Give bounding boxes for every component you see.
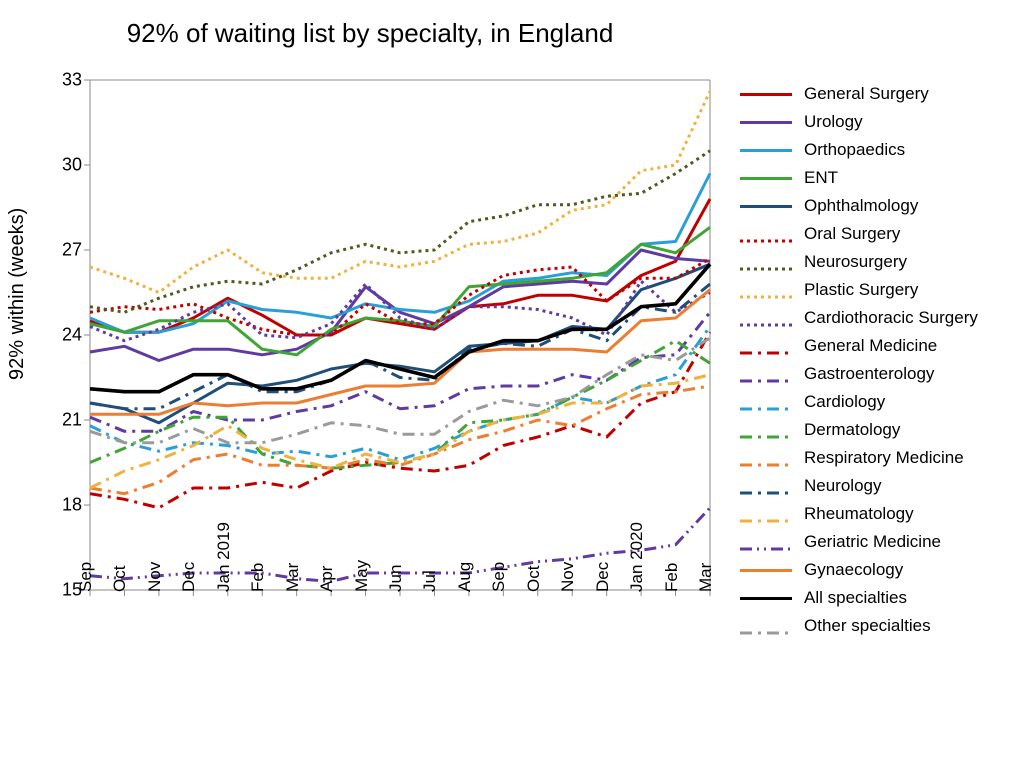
legend-swatch [740,623,792,629]
series-line [90,327,710,460]
legend-label: Respiratory Medicine [804,448,964,468]
x-tick-label: Oct [524,566,544,592]
legend-swatch [740,93,792,96]
legend-label: Rheumatology [804,504,914,524]
legend-item: Plastic Surgery [740,276,1020,304]
legend-label: Neurosurgery [804,252,907,272]
legend-swatch [740,427,792,433]
legend-item: Gastroenterology [740,360,1020,388]
legend-swatch [740,597,792,600]
legend-label: All specialties [804,588,907,608]
legend-swatch [740,483,792,489]
legend-label: Oral Surgery [804,224,900,244]
legend-label: Dermatology [804,420,900,440]
x-tick-label: Dec [593,562,613,592]
legend-item: Respiratory Medicine [740,444,1020,472]
series-line [90,227,710,354]
legend-label: Ophthalmology [804,196,918,216]
series-line [90,264,710,392]
legend-item: Other specialties [740,612,1020,640]
legend-label: Gastroenterology [804,364,934,384]
legend-swatch [740,539,792,545]
chart-container: 92% of waiting list by specialty, in Eng… [0,0,1024,774]
legend-label: Gynaecology [804,560,903,580]
x-tick-label: Oct [110,566,130,592]
x-tick-label: Feb [248,563,268,592]
legend-label: Cardiology [804,392,885,412]
x-tick-label: Aug [455,562,475,592]
legend-swatch [740,287,792,293]
x-tick-label: Jul [420,570,440,592]
legend-label: Urology [804,112,863,132]
x-tick-label: Apr [317,566,337,592]
legend-swatch [740,205,792,208]
legend-item: ENT [740,164,1020,192]
y-tick-label: 18 [42,495,82,516]
legend-swatch [740,343,792,349]
legend-swatch [740,231,792,237]
series-line [90,386,710,494]
y-tick-label: 24 [42,325,82,346]
legend-item: All specialties [740,584,1020,612]
legend-swatch [740,177,792,180]
legend-item: Gynaecology [740,556,1020,584]
y-tick-label: 21 [42,410,82,431]
x-tick-label: Jan 2020 [627,522,647,592]
legend-item: Dermatology [740,416,1020,444]
x-tick-label: Sep [489,562,509,592]
series-line [90,284,710,409]
y-axis-label: 92% within (weeks) [6,208,29,380]
legend-swatch [740,371,792,377]
series-line [90,151,710,312]
legend-label: Cardiothoracic Surgery [804,308,978,328]
legend-label: Plastic Surgery [804,280,918,300]
legend-label: Geriatric Medicine [804,532,941,552]
x-tick-label: May [352,560,372,592]
legend-item: Orthopaedics [740,136,1020,164]
legend-item: Neurology [740,472,1020,500]
legend-item: Ophthalmology [740,192,1020,220]
legend-label: General Medicine [804,336,937,356]
y-tick-label: 27 [42,240,82,261]
legend-item: General Surgery [740,80,1020,108]
x-tick-label: Mar [283,563,303,592]
legend-swatch [740,511,792,517]
plot-area: 15182124273033 SepOctNovDecJan 2019FebMa… [90,80,710,590]
legend-item: Oral Surgery [740,220,1020,248]
legend-swatch [740,259,792,265]
series-line [90,375,710,488]
legend-item: General Medicine [740,332,1020,360]
legend-swatch [740,121,792,124]
x-tick-label: Jan 2019 [214,522,234,592]
y-tick-label: 30 [42,155,82,176]
plot-svg [90,80,710,590]
legend-label: Orthopaedics [804,140,905,160]
x-tick-label: Dec [179,562,199,592]
series-line [90,332,710,508]
legend: General Surgery Urology Orthopaedics ENT Oph… [740,80,1020,640]
x-tick-label: Jun [386,565,406,592]
legend-label: Neurology [804,476,882,496]
legend-swatch [740,315,792,321]
x-tick-label: Nov [558,562,578,592]
legend-item: Urology [740,108,1020,136]
legend-swatch [740,149,792,152]
x-tick-label: Sep [76,562,96,592]
legend-item: Cardiology [740,388,1020,416]
chart-title: 92% of waiting list by specialty, in Eng… [0,18,740,49]
y-tick-label: 33 [42,70,82,91]
legend-label: General Surgery [804,84,929,104]
x-tick-label: Nov [145,562,165,592]
legend-swatch [740,399,792,405]
legend-item: Rheumatology [740,500,1020,528]
x-tick-label: Feb [662,563,682,592]
legend-swatch [740,455,792,461]
legend-swatch [740,569,792,572]
legend-label: Other specialties [804,616,931,636]
legend-label: ENT [804,168,838,188]
x-tick-label: Mar [696,563,716,592]
legend-item: Neurosurgery [740,248,1020,276]
legend-item: Geriatric Medicine [740,528,1020,556]
legend-item: Cardiothoracic Surgery [740,304,1020,332]
